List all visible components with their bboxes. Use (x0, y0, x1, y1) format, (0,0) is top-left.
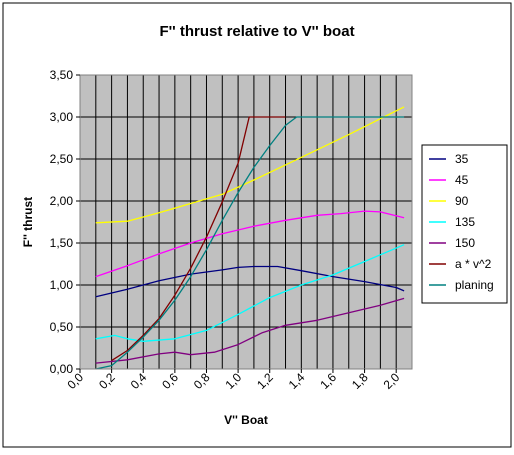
series-lines (95, 106, 405, 370)
legend: 35 45 90 135 150 a * v^2 planing (421, 144, 508, 304)
y-tick-label: 2,00 (50, 194, 74, 208)
legend-label: 135 (455, 215, 475, 229)
legend-label: planing (455, 278, 494, 292)
x-axis-label: V'' Boat (224, 413, 268, 427)
legend-label: 45 (455, 173, 469, 187)
series-line-150 (95, 297, 405, 364)
series-line-45 (95, 210, 405, 278)
gridlines (80, 75, 412, 369)
series-line-90 (95, 106, 405, 224)
series-line-a-v-2 (111, 116, 286, 362)
y-tick-label: 0,50 (50, 320, 74, 334)
series-line-planing (95, 116, 405, 370)
plot-border (79, 74, 413, 370)
legend-label: 35 (455, 152, 469, 166)
y-tick-label: 1,00 (50, 278, 74, 292)
legend-entries: 35 45 90 135 150 a * v^2 planing (429, 152, 494, 292)
y-tick-label: 3,50 (50, 68, 74, 82)
plot-area (80, 75, 412, 369)
series-line-35 (95, 265, 405, 298)
y-tick-label: 3,00 (50, 110, 74, 124)
legend-label: a * v^2 (455, 257, 492, 271)
chart-title: F'' thrust relative to V'' boat (159, 23, 354, 40)
legend-label: 150 (455, 236, 475, 250)
y-tick-label: 1,50 (50, 236, 74, 250)
series-line-135 (95, 244, 405, 342)
y-tick-label: 2,50 (50, 152, 74, 166)
y-tick-label: 0,00 (50, 362, 74, 376)
y-axis-tick-labels: 0,00 0,50 1,00 1,50 2,00 2,50 3,00 3,50 (50, 68, 80, 376)
y-axis-label: F'' thrust (21, 197, 35, 247)
legend-box (421, 144, 508, 304)
legend-label: 90 (455, 194, 469, 208)
